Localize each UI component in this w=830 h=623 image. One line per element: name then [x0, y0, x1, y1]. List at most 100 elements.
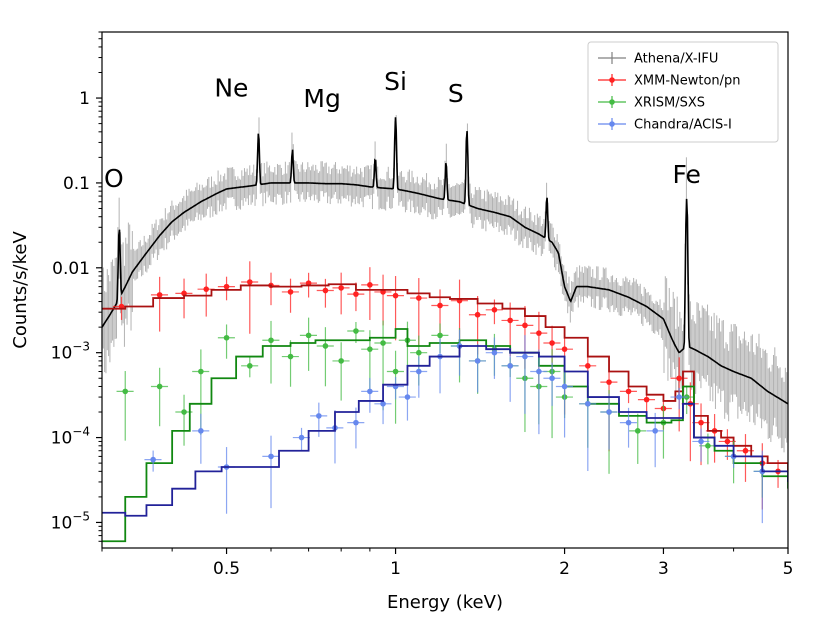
y-tick-label: 0.01 [52, 259, 90, 279]
xmm-newton-pn-point [698, 419, 704, 426]
x-axis-label: Energy (keV) [387, 592, 503, 613]
xmm-newton-pn-point [536, 330, 542, 336]
y-tick-label: 10−4 [51, 425, 90, 449]
chandra-acis-i-point [585, 400, 591, 407]
xmm-newton-pn-point [322, 287, 329, 294]
xmm-newton-pn-point [585, 363, 591, 369]
x-axis: 0.5 1 2 3 5 [101, 548, 794, 579]
chandra-acis-i-point [549, 375, 555, 382]
xmm-newton-pn-point [625, 388, 632, 395]
legend-marker-dot [609, 121, 615, 127]
xmm-newton-pn-point [474, 311, 481, 318]
annotation-mg: Mg [303, 84, 340, 113]
xrism-sxs-point [322, 343, 329, 349]
xmm-newton-pn-point [353, 291, 359, 297]
annotation-s: S [448, 79, 464, 108]
x-tick-label: 3 [658, 559, 669, 579]
xmm-newton-pn-point [676, 375, 682, 382]
xrism-sxs-point [353, 328, 359, 334]
x-tick-label: 5 [783, 559, 794, 579]
xmm-newton-pn-point [437, 302, 443, 309]
chandra-acis-i-point [353, 419, 359, 426]
legend-marker-dot [609, 99, 615, 105]
chandra-acis-i-point [676, 394, 682, 400]
x-tick-label: 1 [390, 559, 401, 579]
chandra-acis-i-point [380, 400, 386, 407]
xmm-newton-pn-point [287, 289, 294, 295]
xrism-sxs-point [634, 428, 641, 434]
xrism-sxs-point [338, 358, 344, 364]
legend-box [587, 41, 779, 143]
plot-area [102, 115, 788, 543]
axes-frame [101, 31, 789, 549]
y-axis: 1 0.1 0.01 10−3 10−4 10−5 [51, 31, 102, 542]
legend-entry: Chandra/ACIS-I [634, 118, 732, 133]
xmm-newton-pn-point [549, 340, 555, 346]
legend-marker-dot [609, 77, 615, 83]
xrism-sxs-point [198, 368, 204, 375]
x-tick-label: 2 [559, 559, 570, 579]
y-tick-label: 1 [79, 89, 90, 109]
xmm-newton-pn-model-line [102, 283, 788, 472]
legend-entry: XMM-Newton/pn [634, 74, 741, 89]
xrism-sxs-point [437, 332, 443, 339]
series-chandra-acis-i [102, 329, 788, 524]
chandra-acis-i-point [606, 409, 612, 415]
chandra-acis-i-point [507, 363, 513, 369]
chandra-acis-i-point [491, 349, 498, 356]
xmm-newton-pn-point [156, 292, 163, 298]
xrism-sxs-point [416, 349, 422, 356]
chandra-acis-i-point [698, 438, 704, 445]
legend-entry: Athena/X-IFU [634, 52, 718, 67]
chandra-acis-i-point [150, 456, 156, 463]
chandra-acis-i-point [522, 353, 528, 360]
xmm-newton-pn-point [522, 322, 528, 329]
annotation-si: Si [384, 67, 407, 96]
series-athena-x-ifu [102, 115, 788, 453]
chandra-acis-i-point [561, 383, 568, 390]
xmm-newton-pn-point [203, 286, 210, 292]
xmm-newton-pn-point [742, 447, 749, 454]
xrism-sxs-point [181, 409, 187, 415]
y-axis-label: Counts/s/keV [10, 231, 31, 349]
xrism-sxs-point [305, 332, 312, 339]
xmm-newton-pn-point [246, 279, 253, 285]
series-xmm-newton-pn [102, 261, 788, 510]
chandra-acis-i-point [404, 394, 411, 400]
element-annotations: O Ne Mg Si S Fe [104, 67, 701, 193]
xrism-sxs-point [156, 383, 163, 390]
xmm-newton-pn-point [606, 379, 612, 385]
xmm-newton-pn-point [367, 282, 373, 288]
xrism-sxs-point [246, 363, 253, 369]
chandra-acis-i-point [298, 434, 305, 441]
y-tick-label: 10−3 [51, 340, 90, 364]
chandra-acis-i-point [268, 453, 274, 460]
xmm-newton-pn-point [491, 307, 498, 313]
athena-model-line [102, 117, 788, 405]
xmm-newton-pn-point [643, 396, 650, 403]
xrism-sxs-point [223, 334, 230, 341]
xrism-sxs-point [287, 353, 294, 360]
chandra-acis-i-point [416, 368, 422, 375]
chandra-acis-i-point [625, 419, 632, 426]
xrism-sxs-point [705, 442, 711, 449]
xmm-newton-pn-point [561, 346, 568, 352]
x-tick-label: 0.5 [213, 559, 240, 579]
xmm-newton-pn-point [416, 295, 422, 301]
xrism-sxs-point [380, 340, 386, 346]
annotation-ne: Ne [214, 73, 248, 102]
annotation-fe: Fe [672, 160, 700, 189]
chandra-acis-i-point [536, 368, 542, 375]
xmm-newton-pn-point [338, 285, 344, 291]
xrism-sxs-point [122, 388, 129, 395]
chandra-acis-i-point [474, 358, 481, 364]
y-tick-label: 0.1 [63, 174, 90, 194]
chandra-acis-i-point [652, 428, 658, 434]
xrism-sxs-point [392, 368, 399, 375]
annotation-o: O [104, 164, 124, 193]
xmm-newton-pn-point [724, 438, 731, 445]
legend: Athena/X-IFU XMM-Newton/pn XRISM/SXS Chandr… [587, 41, 779, 143]
y-tick-label: 10−5 [51, 509, 90, 533]
xmm-newton-pn-point [305, 280, 312, 286]
